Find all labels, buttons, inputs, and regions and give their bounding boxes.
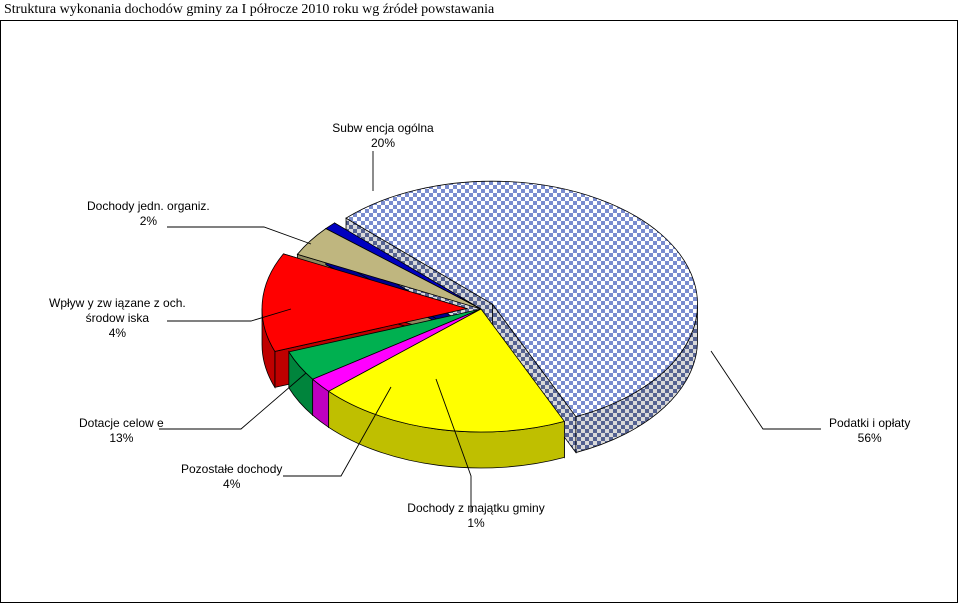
label-text: Dochody jedn. organiz. — [87, 199, 210, 213]
page-title: Struktura wykonania dochodów gminy za I … — [4, 2, 494, 18]
label-text: Dotacje celow e — [79, 416, 164, 430]
label-pozostale: Pozostałe dochody 4% — [181, 462, 282, 492]
label-value: 2% — [87, 214, 210, 229]
label-wplywy: Wpływ y zw iązane z och. środow iska 4% — [49, 296, 186, 341]
label-text: Subw encja ogólna — [332, 121, 433, 135]
label-value: 1% — [467, 516, 484, 530]
chart-container: Subw encja ogólna 20% Dochody jedn. orga… — [0, 20, 958, 603]
label-value: 56% — [829, 431, 910, 446]
label-text2: środow iska — [49, 311, 186, 326]
label-text: Dochody z majątku gminy — [407, 501, 544, 515]
label-text: Pozostałe dochody — [181, 462, 282, 476]
label-text: Podatki i opłaty — [829, 416, 910, 430]
label-value: 20% — [371, 136, 395, 150]
label-podatki: Podatki i opłaty 56% — [829, 416, 910, 446]
label-text: Wpływ y zw iązane z och. — [49, 296, 186, 310]
label-value: 13% — [79, 431, 164, 446]
label-dochodyMG: Dochody z majątku gminy 1% — [401, 501, 551, 531]
label-subwencja: Subw encja ogólna 20% — [323, 121, 443, 151]
label-value: 4% — [181, 477, 282, 492]
label-dochodyJO: Dochody jedn. organiz. 2% — [87, 199, 210, 229]
label-dotacje: Dotacje celow e 13% — [79, 416, 164, 446]
label-value: 4% — [49, 326, 186, 341]
